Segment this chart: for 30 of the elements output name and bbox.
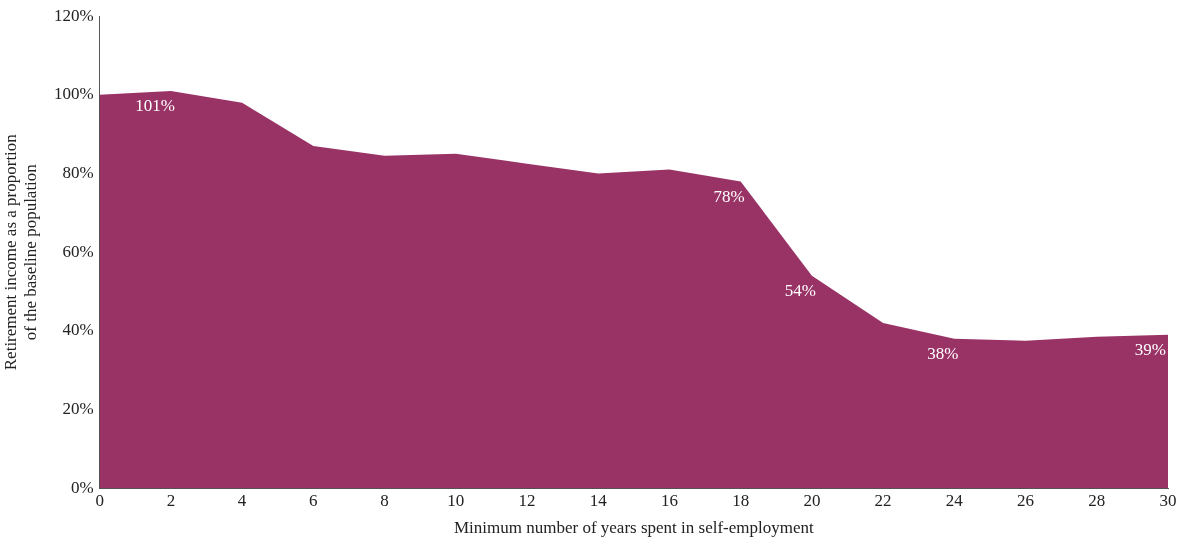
- x-tick-label: 30: [1159, 490, 1177, 510]
- data-label: 39%: [1134, 340, 1166, 360]
- x-tick-label: 20: [803, 490, 821, 510]
- x-tick-label: 6: [309, 490, 318, 510]
- x-tick-label: 12: [518, 490, 536, 510]
- y-axis-title: Retirement income as a proportion of the baseline population: [1, 133, 41, 371]
- y-tick-label: 20%: [62, 399, 94, 418]
- x-tick-label: 26: [1017, 490, 1035, 510]
- y-tick-label: 100%: [53, 84, 94, 104]
- x-tick-label: 2: [166, 490, 176, 510]
- x-tick-label: 8: [380, 490, 389, 510]
- x-tick-label: 0: [95, 490, 104, 510]
- data-label: 54%: [784, 281, 816, 301]
- x-tick-label: 16: [660, 490, 678, 510]
- data-label: 38%: [927, 344, 959, 364]
- x-tick-label: 4: [237, 490, 247, 510]
- x-tick-label: 18: [732, 490, 750, 510]
- x-tick-label: 24: [945, 490, 964, 510]
- x-axis-title: Minimum number of years spent in self-employment: [453, 518, 814, 538]
- data-label: 78%: [713, 186, 745, 206]
- data-label: 101%: [135, 96, 175, 116]
- x-tick-label: 22: [874, 490, 892, 510]
- x-tick-label: 14: [589, 490, 608, 510]
- y-tick-label: 60%: [62, 241, 94, 261]
- y-tick-label: 40%: [62, 320, 94, 340]
- y-tick-label: 80%: [62, 163, 94, 182]
- y-tick-label: 120%: [53, 5, 94, 25]
- x-tick-label: 10: [447, 490, 465, 510]
- x-tick-label: 28: [1088, 490, 1106, 510]
- y-tick-label: 0%: [70, 477, 94, 497]
